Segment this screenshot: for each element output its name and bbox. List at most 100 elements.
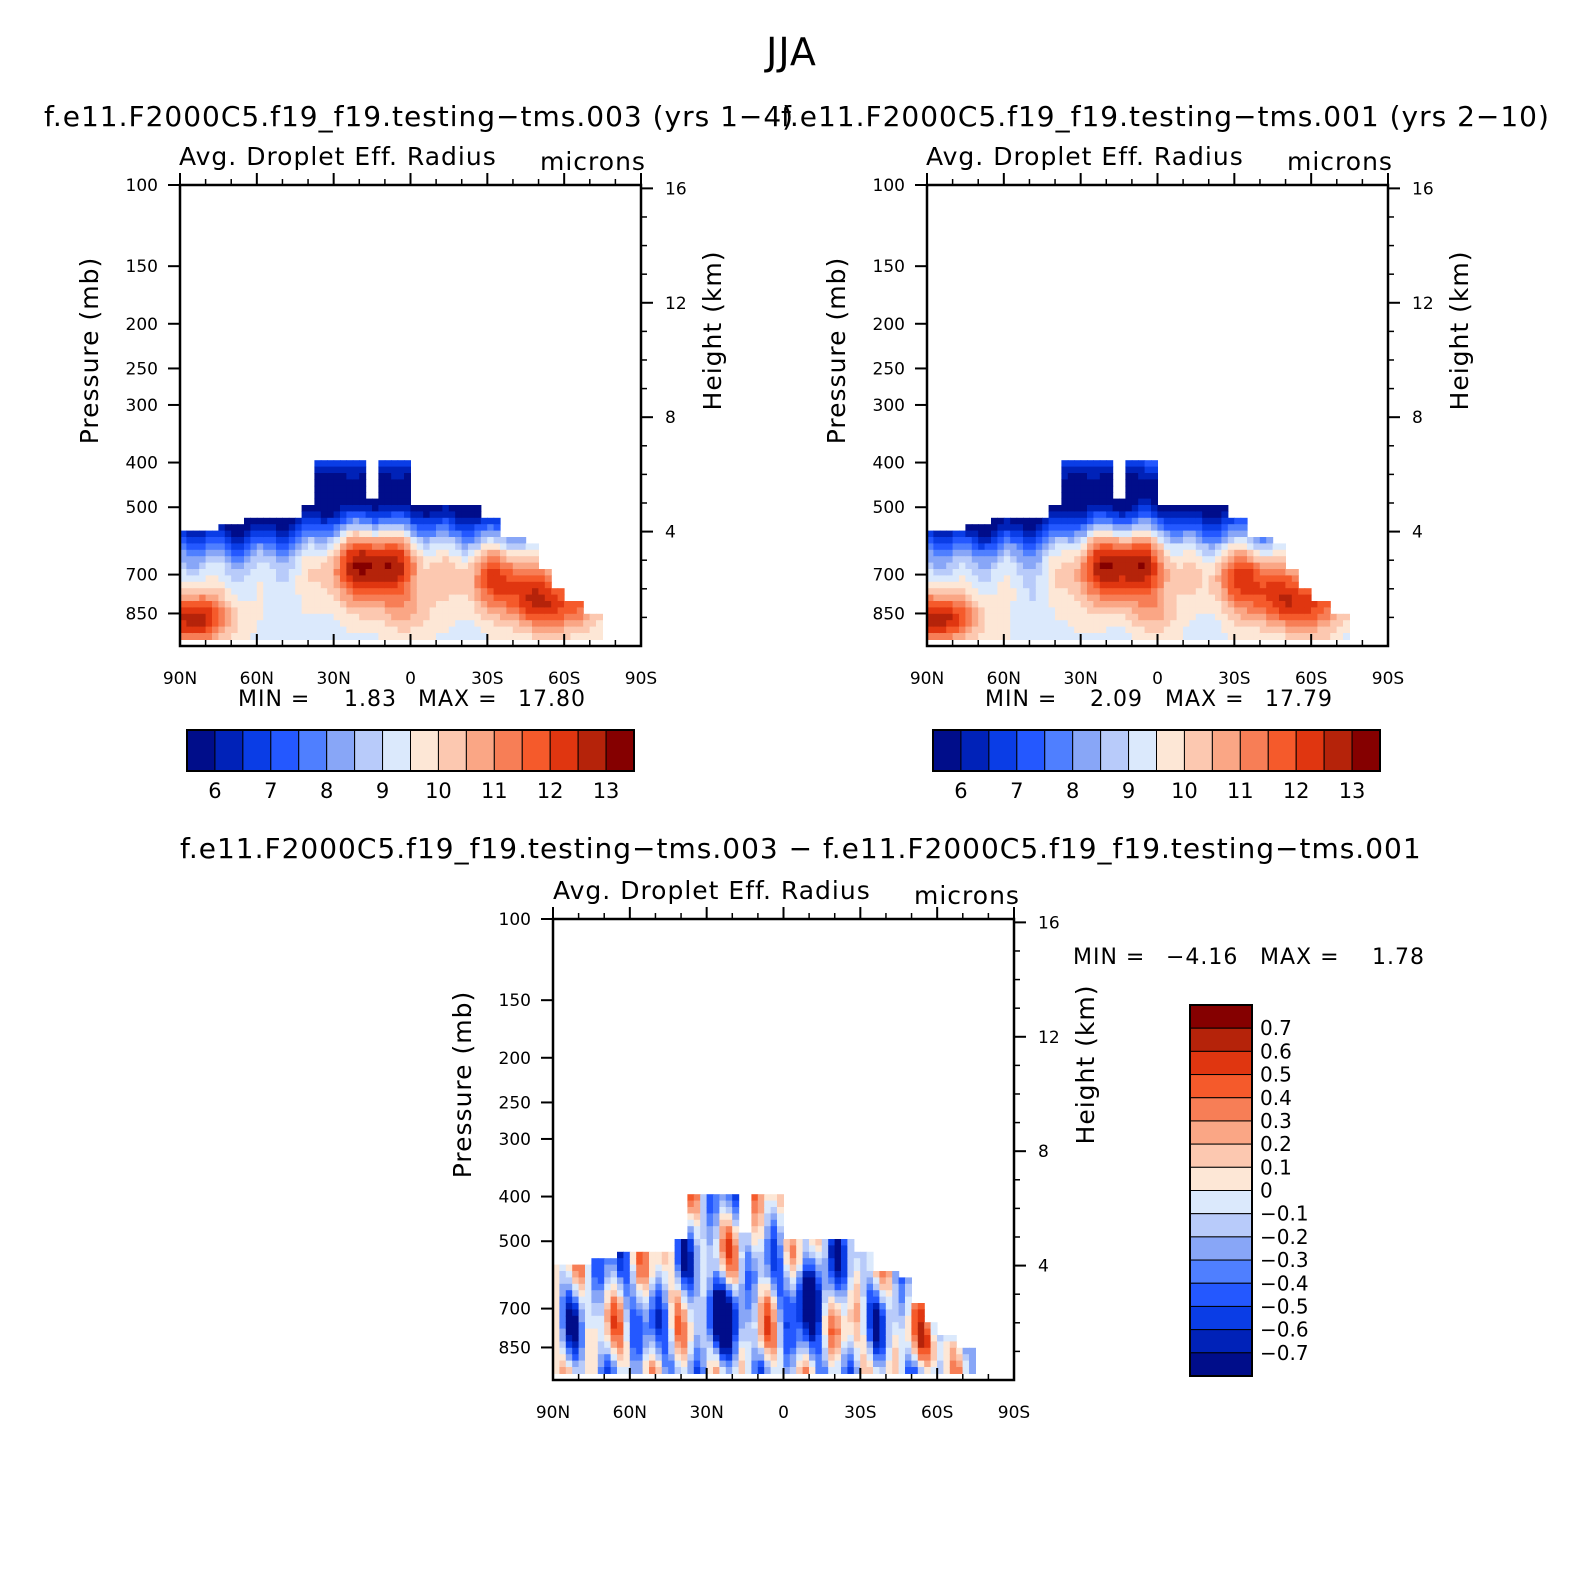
heatmap-cell xyxy=(1151,543,1158,551)
heatmap-cell xyxy=(1157,588,1165,596)
heatmap-cell xyxy=(359,498,367,506)
heatmap-cell xyxy=(706,1239,714,1246)
heatmap-cell xyxy=(448,594,456,602)
colorbar-swatch xyxy=(1189,1213,1253,1238)
heatmap-cell xyxy=(218,633,226,640)
heatmap-cell xyxy=(821,1239,829,1246)
heatmap-cell xyxy=(480,530,488,538)
heatmap-cell xyxy=(617,1309,624,1317)
heatmap-cell xyxy=(585,1303,592,1310)
heatmap-cell xyxy=(604,1315,612,1323)
heatmap-cell xyxy=(927,581,934,589)
heatmap-cell xyxy=(1208,633,1216,640)
heatmap-cell xyxy=(1176,505,1184,512)
heatmap-cell xyxy=(1061,588,1069,596)
heatmap-cell xyxy=(1112,607,1120,615)
heatmap-cell xyxy=(1048,626,1056,634)
heatmap-cell xyxy=(770,1232,778,1240)
heatmap-cell xyxy=(493,569,501,576)
heatmap-cell xyxy=(308,530,315,538)
heatmap-cell xyxy=(847,1264,855,1272)
heatmap-cell xyxy=(946,543,954,551)
heatmap-cell xyxy=(288,562,296,570)
heatmap-cell xyxy=(404,556,411,564)
heatmap-cell xyxy=(1080,479,1088,487)
heatmap-cell xyxy=(1067,524,1075,532)
panel-1-max-value: 17.80 xyxy=(518,687,586,712)
heatmap-cell xyxy=(538,575,546,583)
heatmap-cell xyxy=(1240,517,1248,525)
heatmap-cell xyxy=(1061,562,1069,570)
heatmap-cell xyxy=(1336,626,1344,634)
heatmap-cell xyxy=(604,1283,612,1291)
heatmap-cell xyxy=(544,588,552,596)
heatmap-cell xyxy=(404,588,411,596)
heatmap-cell xyxy=(927,562,934,570)
heatmap-cell xyxy=(1304,620,1312,628)
heatmap-cell xyxy=(952,562,960,570)
colorbar-label: 12 xyxy=(537,779,564,803)
heatmap-cell xyxy=(649,1251,656,1259)
heatmap-cell xyxy=(681,1367,688,1374)
heatmap-cell xyxy=(738,1271,746,1278)
heatmap-cell xyxy=(649,1360,656,1368)
heatmap-cell xyxy=(180,588,187,596)
y-axis-label: Pressure (mb) xyxy=(75,257,104,444)
heatmap-cell xyxy=(327,537,335,544)
heatmap-cell xyxy=(397,549,405,557)
heatmap-cell xyxy=(1093,543,1101,551)
heatmap-cell xyxy=(1061,575,1069,583)
heatmap-cell xyxy=(199,549,207,557)
heatmap-cell xyxy=(1189,537,1197,544)
heatmap-cell xyxy=(384,575,392,583)
heatmap-cell xyxy=(519,556,527,564)
heatmap-cell xyxy=(700,1328,708,1336)
heatmap-cell xyxy=(706,1335,714,1342)
heatmap-cell xyxy=(327,511,335,519)
heatmap-cell xyxy=(1035,517,1043,525)
heatmap-cell xyxy=(1138,505,1146,512)
heatmap-cell xyxy=(770,1213,778,1221)
heatmap-cell xyxy=(885,1341,893,1349)
heatmap-cell xyxy=(997,524,1005,532)
heatmap-cell xyxy=(1279,581,1286,589)
heatmap-cell xyxy=(269,601,277,608)
y2-axis-label: Height (km) xyxy=(1445,251,1474,411)
heatmap-cell xyxy=(1138,594,1146,602)
heatmap-cell xyxy=(1183,581,1190,589)
heatmap-cell xyxy=(655,1354,663,1362)
heatmap-cell xyxy=(224,530,232,538)
heatmap-cell xyxy=(1247,620,1254,628)
heatmap-cell xyxy=(597,1347,605,1355)
heatmap-cell xyxy=(898,1296,906,1304)
heatmap-cell xyxy=(1266,543,1274,551)
heatmap-cell xyxy=(378,588,386,596)
heatmap-cell xyxy=(946,607,954,615)
heatmap-cell xyxy=(585,1341,592,1349)
heatmap-cell xyxy=(263,620,271,628)
heatmap-cell xyxy=(783,1328,791,1336)
heatmap-cell xyxy=(282,607,290,615)
heatmap-cell xyxy=(789,1283,797,1291)
heatmap-cell xyxy=(314,517,322,525)
heatmap-cell xyxy=(1138,575,1146,583)
heatmap-cell xyxy=(1259,626,1267,634)
heatmap-cell xyxy=(340,517,347,525)
heatmap-cell xyxy=(770,1219,778,1227)
heatmap-cell xyxy=(218,588,226,596)
heatmap-cell xyxy=(610,1341,618,1349)
y2-tick-label: 4 xyxy=(1412,523,1423,543)
heatmap-cell xyxy=(978,543,986,551)
heatmap-cell xyxy=(1163,543,1171,551)
heatmap-cell xyxy=(1285,575,1293,583)
heatmap-cell xyxy=(506,556,514,564)
heatmap-cell xyxy=(962,1367,970,1374)
heatmap-cell xyxy=(1343,613,1350,621)
heatmap-cell xyxy=(487,556,495,564)
heatmap-cell xyxy=(636,1277,644,1285)
heatmap-cell xyxy=(1266,594,1274,602)
heatmap-cell xyxy=(288,633,296,640)
heatmap-cell xyxy=(416,505,424,512)
colorbar-swatch xyxy=(1128,729,1157,772)
heatmap-cell xyxy=(416,633,424,640)
